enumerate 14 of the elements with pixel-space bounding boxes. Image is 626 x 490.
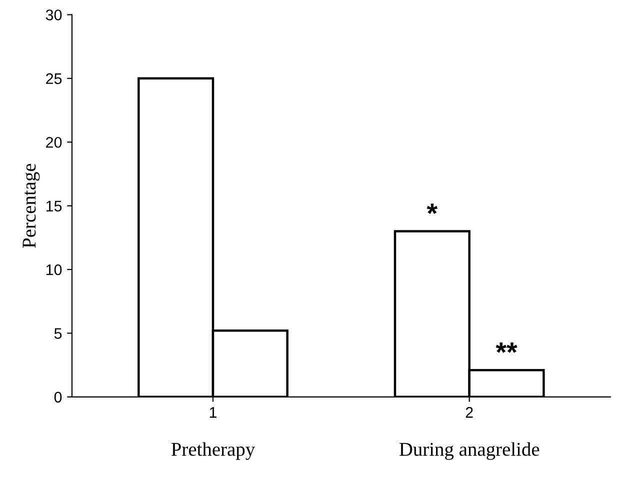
x-tick-label: 1 [210, 407, 216, 418]
y-tick-label: 30 [46, 10, 62, 20]
text: During anagrelide [399, 442, 540, 460]
y-tick-label: 10 [46, 264, 62, 276]
x-tick-label: 2 [466, 407, 473, 418]
text: Pretherapy [171, 442, 256, 460]
y-axis-title: Percentage [22, 164, 40, 248]
data-label: ** [496, 342, 518, 353]
y-tick-label: 15 [46, 200, 62, 212]
y-tick-label: 5 [54, 328, 62, 339]
data-label: * [426, 204, 438, 214]
y-tick-label: 25 [46, 73, 62, 84]
y-tick-label: 0 [54, 392, 62, 403]
y-tick-label: 20 [46, 136, 62, 148]
